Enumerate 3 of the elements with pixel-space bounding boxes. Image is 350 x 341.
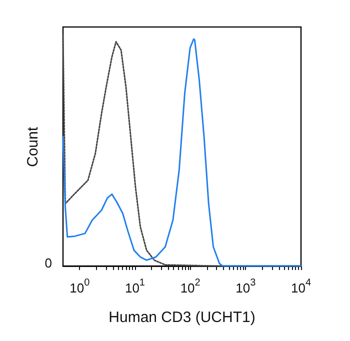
y-axis-title: Count bbox=[24, 126, 42, 168]
text: 0 bbox=[44, 256, 52, 270]
x-axis-title: Human CD3 (UCHT1) bbox=[108, 309, 256, 326]
